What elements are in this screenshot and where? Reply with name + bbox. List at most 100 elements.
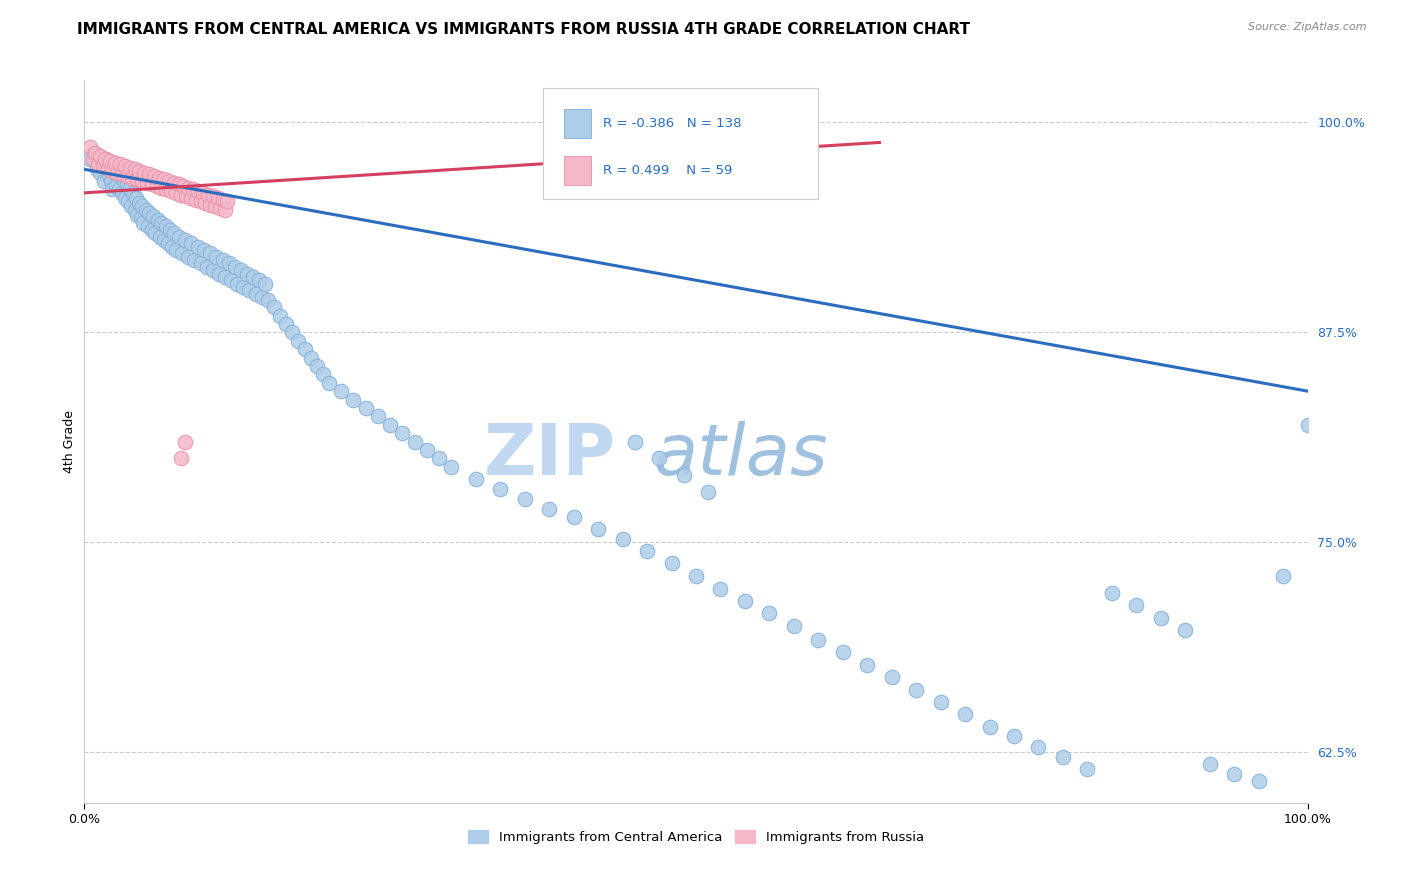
Point (391, 426, 413, 441)
Point (118, 161, 141, 175)
Point (612, 532, 634, 546)
Point (89, 166, 111, 180)
Point (380, 417, 402, 432)
Point (84, 145, 107, 160)
FancyBboxPatch shape (543, 87, 818, 200)
Point (111, 167, 134, 181)
Text: IMMIGRANTS FROM CENTRAL AMERICA VS IMMIGRANTS FROM RUSSIA 4TH GRADE CORRELATION : IMMIGRANTS FROM CENTRAL AMERICA VS IMMIG… (77, 22, 970, 37)
Point (135, 202, 157, 217)
Point (1101, 586, 1123, 600)
Point (98, 157, 121, 171)
Point (153, 172, 176, 186)
Point (156, 236, 179, 251)
Point (115, 169, 138, 183)
Point (205, 250, 228, 264)
Point (1198, 757, 1220, 772)
Point (162, 239, 184, 253)
Point (157, 174, 180, 188)
Point (163, 226, 186, 240)
Point (1125, 598, 1147, 612)
Point (276, 317, 298, 331)
Point (513, 491, 536, 506)
Point (87, 149, 110, 163)
Point (111, 186, 134, 200)
Point (208, 267, 231, 281)
Point (177, 250, 200, 264)
Point (224, 260, 246, 274)
Point (305, 359, 328, 373)
Point (187, 239, 209, 253)
Point (250, 290, 273, 304)
Point (979, 720, 1001, 734)
Point (131, 199, 153, 213)
Point (145, 179, 167, 194)
Point (83, 145, 105, 160)
Point (141, 223, 163, 237)
Point (124, 202, 146, 217)
Point (201, 189, 224, 203)
Point (236, 267, 259, 281)
Point (367, 409, 389, 424)
FancyBboxPatch shape (564, 109, 591, 138)
Point (150, 216, 173, 230)
Point (232, 280, 254, 294)
Point (856, 658, 879, 673)
Point (1028, 740, 1050, 755)
Point (141, 178, 163, 192)
Point (108, 157, 131, 171)
Point (86, 162, 108, 177)
Point (172, 179, 194, 194)
Point (226, 277, 249, 291)
Point (464, 471, 486, 485)
Point (709, 582, 731, 597)
Point (165, 186, 187, 200)
Point (107, 182, 129, 196)
Point (200, 246, 222, 260)
Point (79, 153, 101, 167)
Point (229, 263, 252, 277)
Point (101, 164, 124, 178)
Point (219, 273, 242, 287)
Point (214, 269, 236, 284)
Point (94, 153, 117, 167)
Point (105, 166, 128, 180)
Point (200, 197, 222, 211)
Point (98, 153, 121, 168)
Point (245, 286, 267, 301)
Point (685, 569, 707, 583)
Point (214, 202, 236, 217)
Point (183, 253, 205, 268)
Point (180, 191, 202, 205)
Point (269, 309, 291, 323)
Point (191, 186, 214, 200)
Point (129, 211, 152, 225)
Point (1296, 417, 1319, 432)
Point (138, 206, 160, 220)
Point (167, 229, 190, 244)
Point (238, 283, 260, 297)
Point (146, 212, 169, 227)
Point (165, 243, 187, 257)
Point (134, 166, 156, 180)
Point (173, 434, 195, 449)
Point (648, 451, 671, 466)
Point (131, 174, 153, 188)
Point (112, 174, 135, 188)
Text: Source: ZipAtlas.com: Source: ZipAtlas.com (1249, 22, 1367, 32)
Point (104, 166, 127, 180)
Point (91, 157, 114, 171)
Point (177, 181, 200, 195)
Point (148, 170, 170, 185)
Point (149, 229, 172, 244)
Point (136, 219, 159, 234)
Point (1002, 729, 1025, 743)
Point (115, 178, 138, 192)
Point (1150, 611, 1173, 625)
Point (193, 243, 215, 257)
Point (121, 170, 143, 185)
Point (181, 182, 204, 196)
Point (831, 644, 853, 658)
Point (1272, 569, 1295, 583)
Point (190, 194, 212, 209)
Point (342, 392, 364, 407)
